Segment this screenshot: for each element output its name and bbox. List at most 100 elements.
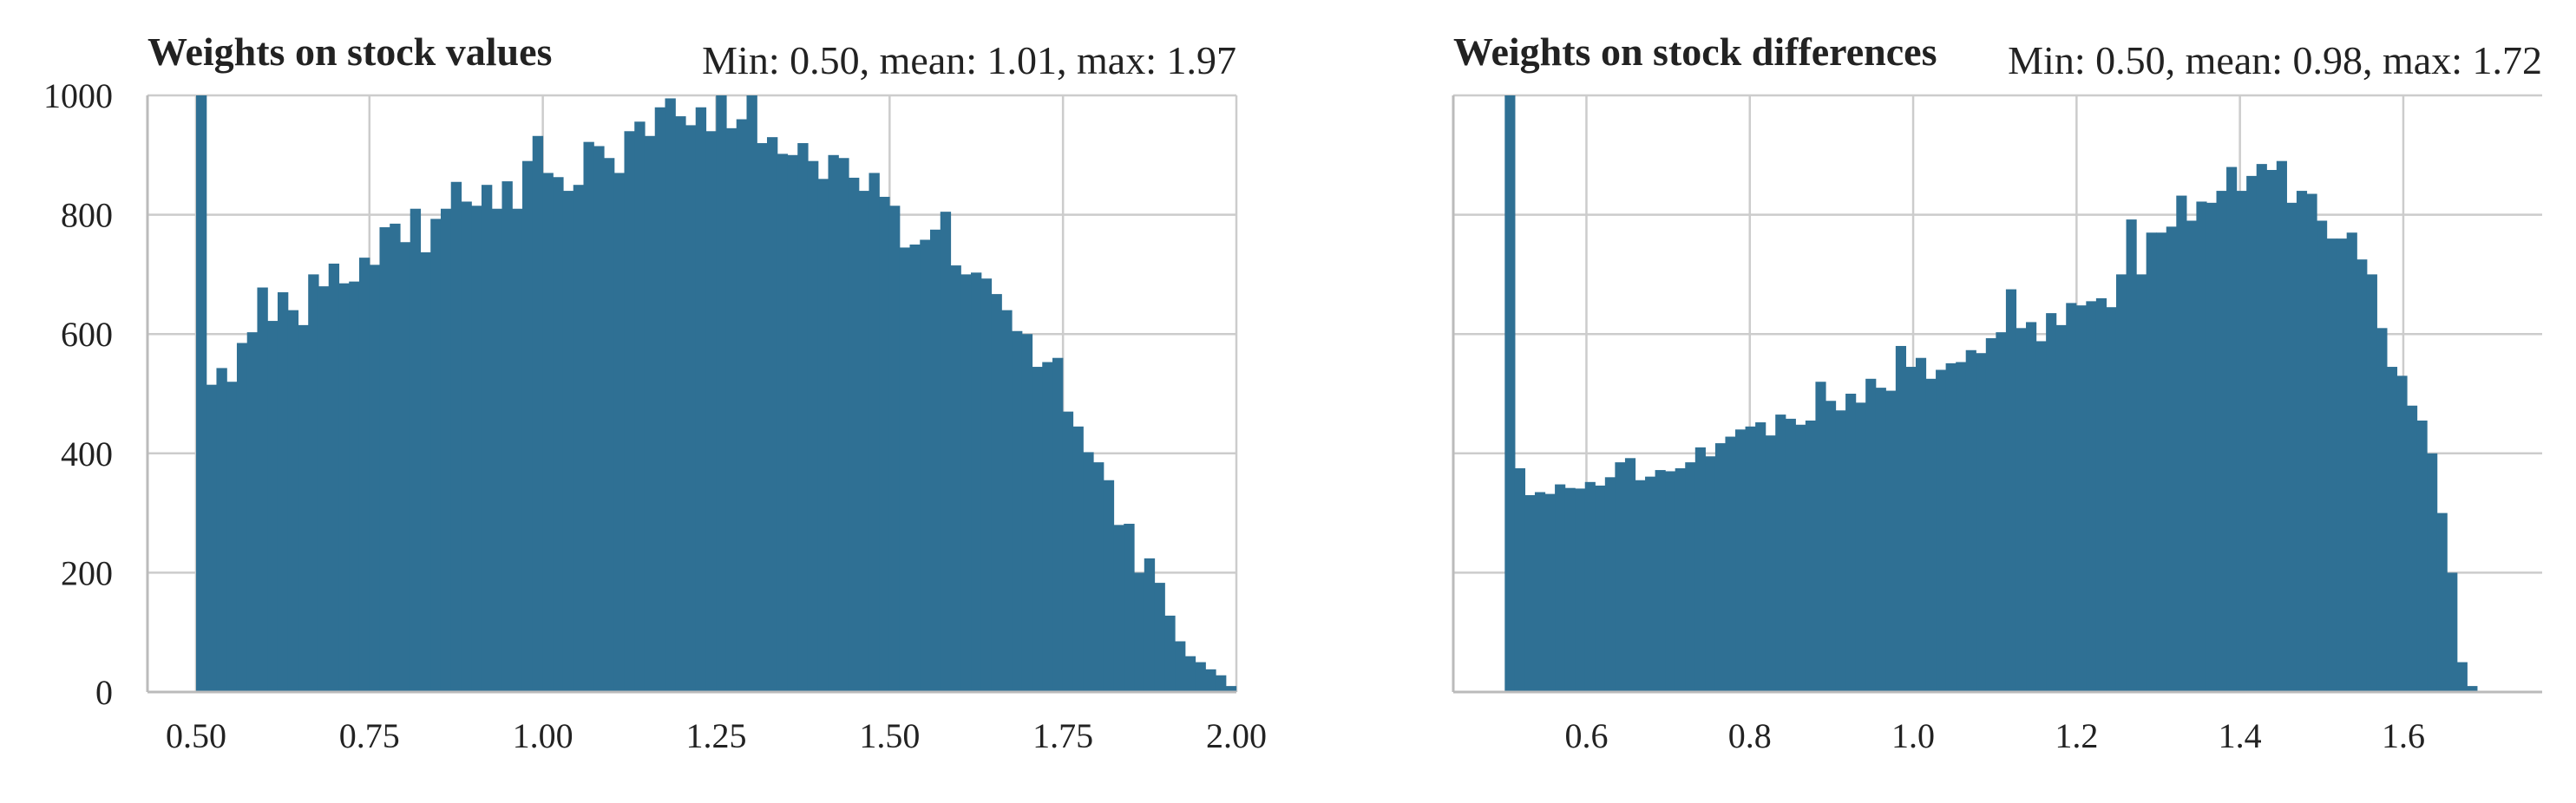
histogram-bar (1996, 332, 2007, 692)
histogram-bar (777, 153, 789, 692)
histogram-bar (1936, 369, 1947, 692)
histogram-bar (1124, 523, 1135, 692)
histogram-bar (2376, 328, 2388, 692)
histogram-bar (328, 264, 340, 692)
histogram-bar (654, 107, 666, 692)
histogram-bar (2246, 175, 2258, 692)
histogram-bar (420, 251, 431, 692)
histogram-bar (562, 191, 574, 692)
histogram-bar (2095, 297, 2107, 692)
histogram-bar (757, 143, 768, 693)
histogram-bar (940, 212, 952, 692)
histogram-bar (2456, 662, 2468, 692)
histogram-bar (2436, 512, 2448, 692)
histogram-bar (1216, 675, 1227, 692)
histogram-bar (277, 292, 289, 692)
histogram-bar (2366, 274, 2377, 692)
histogram-bar (369, 264, 381, 692)
histogram-bar (971, 272, 982, 692)
histogram-bar (1615, 462, 1626, 692)
histogram-bar (1555, 484, 1566, 692)
histogram-bar (665, 98, 676, 692)
x-tick-label: 1.4 (2219, 716, 2262, 755)
histogram-panel-stock-values: 0.50 0.75 1.00 1.25 1.50 1.75 2.00 0 200 400 600 80… (43, 29, 1267, 755)
x-tick-label: 0.50 (166, 716, 226, 755)
histogram-bar (1604, 477, 1616, 692)
histogram-bar (593, 146, 605, 693)
y-tick-label: 200 (61, 553, 113, 592)
y-tick-label: 400 (61, 434, 113, 473)
histogram-bar (2447, 572, 2458, 692)
histogram-bar (2186, 220, 2198, 693)
histogram-bar (390, 223, 401, 692)
histogram-bar (1835, 410, 1846, 692)
histogram-bar (2106, 307, 2117, 692)
chart-title-stock-differences: Weights on stock differences (1453, 29, 1937, 74)
histogram-bar (2346, 232, 2357, 692)
histogram-bar (1184, 656, 1196, 692)
histogram-bar (195, 95, 207, 692)
chart-stats-stock-values: Min: 0.50, mean: 1.01, max: 1.97 (702, 38, 1236, 82)
histogram-bar (2046, 313, 2057, 692)
histogram-bar (236, 343, 248, 692)
histogram-bar (1205, 669, 1216, 692)
histogram-bar (1595, 485, 1606, 692)
histogram-bar (817, 179, 829, 692)
histogram-bar (2035, 341, 2047, 692)
histogram-bar (1645, 476, 1656, 692)
histogram-bar (603, 158, 615, 693)
histogram-bar (2317, 220, 2328, 693)
histogram-bar (308, 274, 319, 692)
histogram-bar (553, 177, 564, 693)
histogram-bar (532, 135, 544, 692)
histogram-bar (2016, 328, 2027, 692)
histogram-bar (338, 283, 350, 692)
histogram-bar (1735, 429, 1747, 692)
chart-stats-stock-differences: Min: 0.50, mean: 0.98, max: 1.72 (2008, 38, 2542, 82)
histogram-bar (2306, 193, 2317, 692)
histogram-bar (2406, 405, 2418, 692)
histogram-bar (1635, 480, 1646, 692)
histogram-bar (2286, 202, 2297, 693)
histogram-bar (521, 160, 534, 692)
histogram-bar (2416, 420, 2428, 692)
histogram-bar (1093, 462, 1104, 692)
histogram-bar (920, 239, 931, 693)
histogram-bar (695, 107, 707, 692)
histogram-bar (1175, 641, 1186, 692)
histogram-bar (1815, 382, 1826, 692)
histogram-bar (960, 274, 972, 692)
histogram-bar (1072, 426, 1084, 692)
histogram-bar (1062, 411, 1074, 692)
histogram-bar (216, 368, 227, 692)
histogram-bar (2396, 375, 2408, 692)
histogram-bar (980, 278, 993, 692)
histogram-bar (1694, 447, 1706, 692)
histogram-bar (675, 116, 686, 692)
histogram-bars-stock-differences (1504, 95, 2478, 693)
histogram-bar (899, 247, 911, 692)
histogram-bar (736, 119, 748, 692)
histogram-bar (1985, 338, 1996, 692)
histogram-bar (1225, 686, 1237, 692)
histogram-bar (879, 196, 890, 692)
histogram-bar (705, 131, 717, 692)
histogram-bar (2356, 259, 2368, 692)
x-tick-label: 1.25 (685, 716, 746, 755)
histogram-bar (1945, 362, 1957, 692)
x-tick-label: 1.6 (2382, 716, 2425, 755)
x-tick-label: 1.0 (1891, 716, 1935, 755)
histogram-bar (797, 143, 809, 693)
histogram-bar (1976, 353, 1987, 692)
histogram-bar (481, 185, 493, 692)
histogram-bar (1575, 488, 1586, 692)
histogram-bar (1083, 452, 1094, 692)
histogram-bar (1956, 362, 1967, 692)
histogram-bar (1785, 418, 1796, 692)
histogram-bar (1675, 468, 1686, 692)
histogram-bar (1564, 487, 1576, 692)
histogram-bar (613, 173, 626, 692)
histogram-bar (2337, 238, 2348, 692)
histogram-bar (1195, 662, 1206, 692)
histogram-bar (573, 185, 585, 692)
